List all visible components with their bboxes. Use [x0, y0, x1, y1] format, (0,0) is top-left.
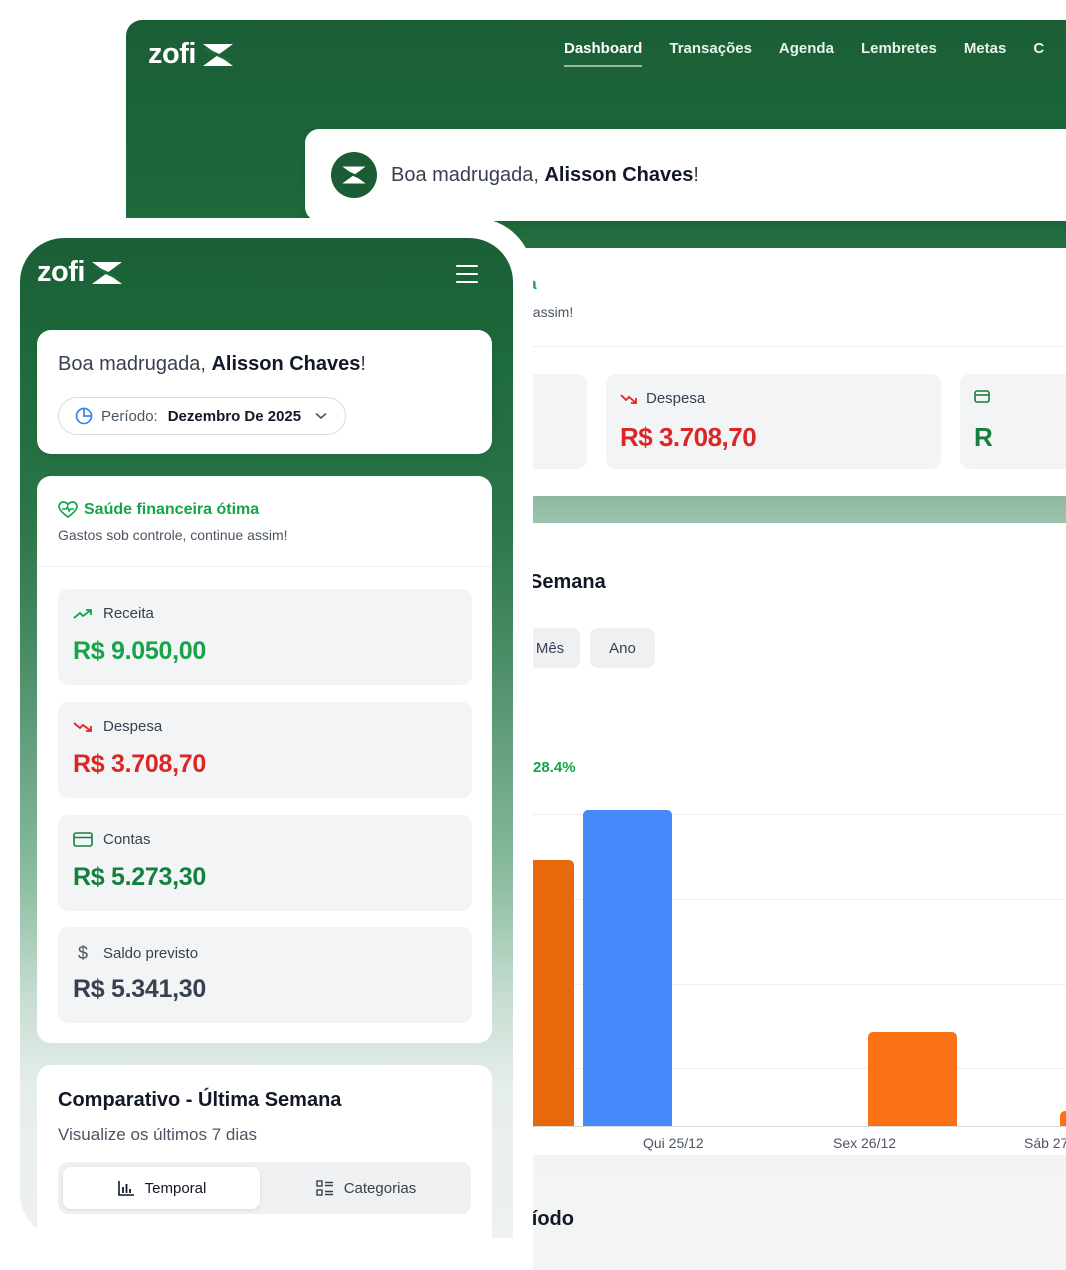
- health-status-title: Saúde financeira ótima: [58, 501, 259, 519]
- health-title-text: Saúde financeira ótima: [84, 501, 260, 518]
- stat-label-text: Contas: [103, 831, 151, 848]
- stat-label: Receita: [73, 605, 154, 622]
- trend-down-icon: [73, 721, 92, 732]
- stat-receita[interactable]: Receita R$ 9.050,00: [58, 589, 472, 685]
- trend-up-icon: [73, 608, 92, 619]
- logo-text: zofi: [37, 256, 85, 288]
- tab-categorias[interactable]: Categorias: [266, 1167, 466, 1209]
- desktop-contas-value: R: [974, 422, 993, 452]
- stat-label-text: Despesa: [103, 718, 163, 735]
- nav-transacoes[interactable]: Transações: [669, 40, 752, 57]
- stat-label: Despesa: [646, 390, 706, 407]
- gridline: [446, 899, 1066, 900]
- nav-lembretes[interactable]: Lembretes: [860, 40, 937, 57]
- stat-label: $ Saldo previsto: [73, 943, 198, 964]
- stat-value: R$ 9.050,00: [73, 637, 206, 665]
- mobile-summary-card: Saúde financeira ótima Gastos sob contro…: [37, 476, 492, 1043]
- logo-mark-icon: [202, 43, 233, 66]
- menu-hamburger-icon[interactable]: [456, 265, 478, 283]
- greeting-user-name: Alisson Chaves: [544, 163, 694, 186]
- bar-orange-sex[interactable]: [868, 1032, 957, 1126]
- desktop-health-card: na ie assim!: [446, 248, 1066, 348]
- gridline: [446, 984, 1066, 985]
- card-icon: [73, 832, 93, 847]
- desktop-chart-title: Semana: [529, 571, 606, 593]
- x-tick-label: Sáb 27: [1024, 1135, 1066, 1151]
- x-axis: [446, 1126, 1066, 1127]
- nav-more-truncated[interactable]: C: [1033, 40, 1045, 57]
- logo-mark-icon: [91, 261, 122, 284]
- bar-blue-qui[interactable]: [583, 810, 672, 1126]
- stat-contas[interactable]: Contas R$ 5.273,30: [58, 815, 472, 911]
- periodo-value: Dezembro De 2025: [167, 407, 302, 425]
- desktop-greeting-text: Boa madrugada, Alisson Chaves!: [391, 164, 699, 187]
- desktop-nav: Dashboard Transações Agenda Lembretes Me…: [564, 40, 1044, 67]
- pie-chart-icon: [75, 407, 93, 425]
- list-icon: [316, 1180, 333, 1196]
- desktop-stat-despesa: Despesa R$ 3.708,70: [606, 374, 941, 469]
- comparativo-tabs: Temporal Categorias: [58, 1162, 471, 1214]
- desktop-periodo-heading: ríodo: [524, 1208, 574, 1230]
- stat-label: Despesa: [73, 718, 162, 735]
- dollar-icon: $: [77, 943, 88, 963]
- greeting-prefix: Boa madrugada,: [58, 353, 212, 375]
- bar-orange-sab[interactable]: [1060, 1111, 1066, 1126]
- gridline: [446, 1068, 1066, 1069]
- stat-despesa[interactable]: Despesa R$ 3.708,70: [58, 702, 472, 798]
- greeting-suffix: !: [360, 353, 366, 375]
- desktop-despesa-value: R$ 3.708,70: [620, 422, 757, 452]
- desktop-greeting-card: Boa madrugada, Alisson Chaves!: [305, 129, 1066, 221]
- trend-down-icon: [620, 393, 637, 404]
- mobile-greeting-card: Boa madrugada, Alisson Chaves! Período: …: [37, 330, 492, 454]
- gridline: [446, 814, 1066, 815]
- periodo-label: Período:: [101, 407, 158, 425]
- stat-label-text: Saldo previsto: [103, 945, 199, 962]
- x-tick-label: Qui 25/12: [643, 1135, 704, 1151]
- stat-saldo-previsto[interactable]: $ Saldo previsto R$ 5.341,30: [58, 927, 472, 1023]
- greeting-prefix: Boa madrugada,: [391, 163, 545, 186]
- divider: [37, 566, 492, 567]
- stat-value: R$ 5.273,30: [73, 863, 206, 891]
- mobile-greeting-text: Boa madrugada, Alisson Chaves!: [58, 353, 366, 376]
- desktop-contas-label: [974, 390, 990, 403]
- desktop-stat-contas: R: [960, 374, 1066, 469]
- heart-pulse-icon: [58, 501, 78, 519]
- stat-value: R$ 3.708,70: [73, 750, 206, 778]
- comparativo-title: Comparativo - Última Semana: [58, 1089, 342, 1111]
- x-tick-label: Sex 26/12: [833, 1135, 897, 1151]
- zofi-badge-icon: [331, 152, 377, 198]
- chevron-down-icon: [315, 412, 327, 420]
- tab-label: Temporal: [144, 1179, 207, 1197]
- card-icon: [974, 390, 990, 403]
- health-status-subtitle: Gastos sob controle, continue assim!: [58, 527, 288, 543]
- mobile-window: zofi Boa madrugada, Alisson Chaves! Perí…: [20, 238, 513, 1238]
- logo-text: zofi: [148, 38, 196, 70]
- nav-dashboard[interactable]: Dashboard: [564, 40, 643, 67]
- tab-ano[interactable]: Ano: [590, 628, 655, 668]
- greeting-user-name: Alisson Chaves: [211, 353, 361, 375]
- periodo-selector[interactable]: Período: Dezembro De 2025: [58, 397, 347, 435]
- stat-label: Contas: [73, 831, 151, 848]
- desktop-logo[interactable]: zofi: [148, 38, 236, 71]
- desktop-chart-percent: 28.4%: [533, 759, 576, 776]
- comparativo-card: Comparativo - Última Semana Visualize os…: [37, 1065, 492, 1238]
- tab-temporal[interactable]: Temporal: [63, 1167, 260, 1209]
- stat-value: R$ 5.341,30: [73, 975, 206, 1003]
- bar-chart-icon: [117, 1181, 134, 1196]
- desktop-stats-row: Despesa R$ 3.708,70 R: [446, 346, 1066, 496]
- stat-label-text: Receita: [103, 605, 154, 622]
- desktop-despesa-label: Despesa: [620, 390, 705, 407]
- desktop-chart-card: Semana Mês Ano 28.4% Qui 25/12 Sex 26/12…: [446, 523, 1066, 1155]
- greeting-suffix: !: [693, 163, 699, 186]
- mobile-logo[interactable]: zofi: [37, 256, 125, 289]
- nav-metas[interactable]: Metas: [963, 40, 1007, 57]
- tab-label: Categorias: [343, 1179, 417, 1197]
- comparativo-subtitle: Visualize os últimos 7 dias: [58, 1125, 258, 1144]
- nav-agenda[interactable]: Agenda: [778, 40, 834, 57]
